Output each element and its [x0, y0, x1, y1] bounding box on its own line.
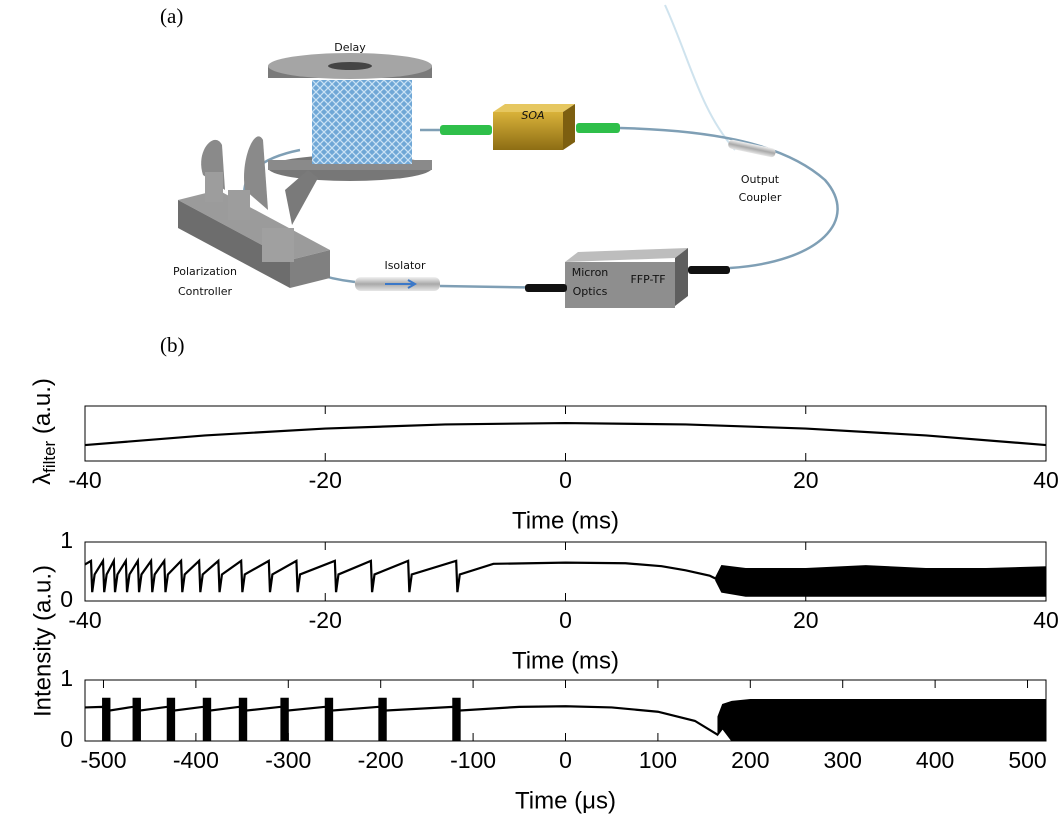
diagram-label: Isolator — [384, 259, 426, 272]
spool-hole — [328, 62, 372, 70]
x-axis-label: Time (μs) — [515, 787, 616, 814]
x-tick-label: -20 — [309, 607, 342, 633]
diagram-label: SOA — [521, 109, 544, 122]
x-tick-label: 200 — [731, 747, 769, 773]
x-tick-label: 100 — [639, 747, 677, 773]
y-tick-label: 1 — [60, 527, 73, 553]
x-tick-label: 0 — [559, 747, 572, 773]
x-tick-label: -400 — [173, 747, 219, 773]
paddle-block — [228, 190, 250, 220]
paddle — [285, 170, 318, 225]
diagram-label: Controller — [178, 285, 233, 298]
y-tick-label: 1 — [60, 665, 73, 691]
noise-band — [715, 565, 1047, 597]
noise-band — [280, 697, 289, 742]
trace — [84, 421, 1047, 447]
spool-flange — [268, 160, 432, 170]
connector — [440, 125, 492, 135]
fiber — [619, 126, 839, 270]
diagram-label: Delay — [334, 41, 366, 54]
noise-band — [132, 697, 141, 742]
x-tick-label: 500 — [1008, 747, 1046, 773]
connector — [576, 123, 620, 133]
x-tick-label: -20 — [309, 467, 342, 493]
isolator-arrow — [385, 279, 418, 289]
diagram-label: Optics — [573, 285, 608, 298]
diagram-label: Output — [741, 173, 780, 186]
trace — [84, 705, 719, 736]
filter-box — [565, 262, 675, 308]
output-coupler — [728, 139, 776, 158]
x-tick-label: 0 — [559, 467, 572, 493]
x-tick-label: -40 — [68, 607, 101, 633]
paddle-base — [178, 200, 290, 288]
diagram-label: Coupler — [739, 191, 782, 204]
x-tick-label: 0 — [559, 607, 572, 633]
panel-label: (b) — [160, 333, 185, 357]
diagram-label: Micron — [572, 266, 609, 279]
paddle-base — [290, 250, 330, 288]
filter-box — [565, 248, 688, 262]
x-tick-label: -100 — [450, 747, 496, 773]
spool-fiber — [312, 80, 412, 164]
y-axis-label: λfilter (a.u.) — [29, 378, 59, 485]
x-tick-label: 20 — [793, 607, 819, 633]
fiber — [664, 4, 736, 151]
setup-diagram: Delay SOA Output Coupler Isolator Polari… — [173, 4, 839, 308]
filter-box — [675, 248, 688, 306]
connector — [525, 284, 567, 292]
noise-band — [378, 697, 387, 742]
soa-box — [563, 104, 575, 150]
noise-band — [166, 697, 176, 742]
x-tick-label: 20 — [793, 467, 819, 493]
paddle-block — [205, 172, 223, 202]
noise-band — [324, 697, 334, 742]
y-tick-label: 0 — [60, 726, 73, 752]
label-unit: (a.u.) — [29, 378, 56, 441]
noise-band — [452, 697, 461, 742]
noise-band — [717, 699, 1047, 742]
x-tick-label: -300 — [265, 747, 311, 773]
x-axis-label: Time (ms) — [512, 507, 619, 534]
panel-label: (a) — [160, 4, 183, 28]
y-tick-label: 0 — [60, 586, 73, 612]
trace — [84, 556, 717, 593]
diagram-label: Polarization — [173, 265, 237, 278]
x-tick-label: -200 — [358, 747, 404, 773]
x-tick-label: 40 — [1033, 607, 1059, 633]
paddle-block — [262, 228, 294, 262]
soa-box — [493, 112, 563, 150]
y-axis-label: Intensity (a.u.) — [29, 565, 56, 717]
diagram-label: FFP-TF — [630, 273, 665, 286]
x-tick-label: -500 — [80, 747, 126, 773]
x-tick-label: -40 — [68, 467, 101, 493]
x-tick-label: 400 — [916, 747, 954, 773]
label-symbol: λ — [29, 473, 56, 485]
noise-band — [202, 697, 212, 742]
connector — [688, 266, 730, 274]
x-axis-label: Time (ms) — [512, 647, 619, 674]
label-subscript: filter — [40, 440, 59, 472]
x-tick-label: 40 — [1033, 467, 1059, 493]
x-tick-label: 300 — [824, 747, 862, 773]
soa-box — [493, 104, 575, 112]
noise-band — [238, 697, 248, 742]
paddle — [244, 136, 268, 210]
